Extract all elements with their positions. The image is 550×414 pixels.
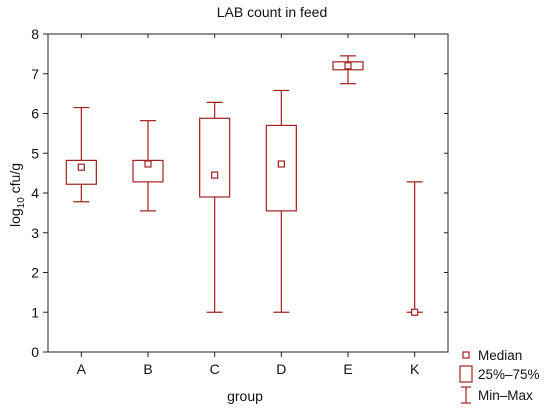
box-series [65, 55, 423, 316]
legend-item-whisker: Min–Max [461, 386, 533, 404]
legend-label: 25%–75% [478, 367, 540, 382]
plot-frame [47, 33, 449, 353]
iqr-box [65, 159, 97, 185]
legend-box-icon [459, 365, 473, 383]
y-tick-label: 1 [31, 304, 39, 320]
legend-item-median: Median [462, 348, 522, 363]
y-tick-label: 4 [31, 185, 39, 201]
y-axis-label: log10 cfu/g [7, 163, 27, 227]
box-group-k [406, 181, 423, 316]
iqr-box [265, 124, 297, 212]
x-tick-label: B [143, 361, 152, 377]
box-group-b [132, 120, 164, 212]
chart-title: LAB count in feed [217, 4, 328, 20]
y-axis-label-subscript: 10 [16, 197, 27, 209]
y-tick-label: 8 [31, 26, 39, 42]
box-group-a [65, 106, 97, 203]
box-group-d [265, 89, 297, 313]
x-axis-label: group [227, 388, 263, 404]
y-tick-label: 0 [31, 344, 39, 360]
legend: Median 25%–75% Min–Max [459, 348, 540, 404]
x-tick-label: A [77, 361, 87, 377]
median-marker [211, 171, 219, 179]
legend-label: Min–Max [478, 388, 533, 403]
median-marker [344, 62, 352, 70]
y-tick-label: 6 [31, 106, 39, 122]
y-tick-label: 2 [31, 265, 39, 281]
median-marker [277, 160, 285, 168]
y-axis-label-log: log [7, 208, 23, 227]
y-axis-label-unit: cfu/g [7, 163, 23, 197]
x-tick-label: D [276, 361, 286, 377]
box-group-c [199, 101, 231, 313]
box-group-e [332, 55, 364, 85]
legend-median-icon [462, 351, 470, 359]
axes: 0 1 2 3 4 5 6 7 8 A B C D E K [31, 26, 449, 377]
median-marker [144, 160, 152, 168]
iqr-box [199, 117, 231, 198]
legend-item-box: 25%–75% [459, 365, 540, 383]
y-tick-label: 5 [31, 145, 39, 161]
median-marker [77, 163, 85, 171]
x-tick-label: K [410, 361, 420, 377]
y-tick-label: 3 [31, 225, 39, 241]
median-marker [411, 308, 419, 316]
x-tick-label: C [210, 361, 220, 377]
legend-label: Median [478, 348, 522, 363]
y-tick-label: 7 [31, 66, 39, 82]
x-tick-label: E [343, 361, 352, 377]
